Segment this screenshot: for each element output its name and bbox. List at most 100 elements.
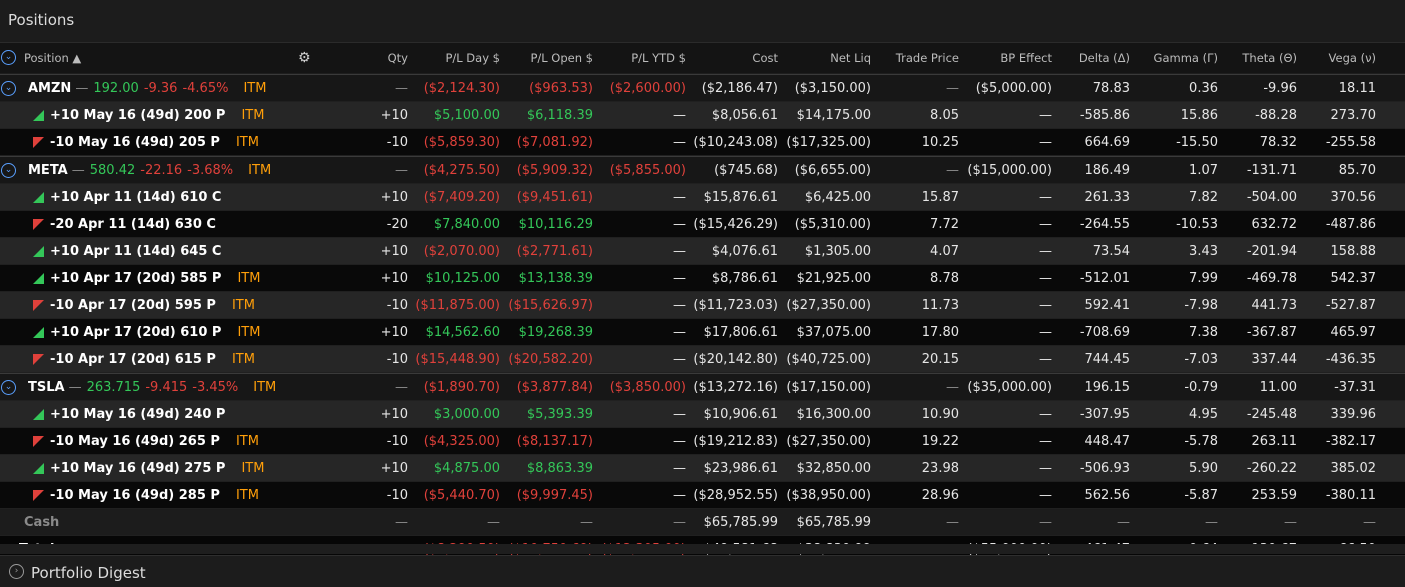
green-triangle-icon	[33, 192, 44, 203]
cell-vega: -382.17	[1325, 433, 1376, 449]
cell-vega: -527.87	[1325, 297, 1376, 313]
itm-badge: ITM	[231, 297, 255, 313]
cell-bp-effect: —	[1039, 460, 1052, 476]
collapse-group-icon[interactable]: ⌄	[1, 163, 16, 178]
cell-qty: -10	[386, 487, 408, 503]
cell-vega: 85.70	[1338, 162, 1376, 178]
col-qty[interactable]: Qty	[387, 51, 408, 65]
cell-gamma: -0.79	[1184, 379, 1218, 395]
cell-delta: 664.69	[1084, 134, 1131, 150]
group-price: 263.715	[86, 379, 141, 395]
cell-vega: 465.97	[1330, 324, 1377, 340]
col-delta[interactable]: Delta (Δ)	[1078, 51, 1130, 65]
cell-bp-effect: —	[1039, 216, 1052, 232]
cell-pl-day: ($5,440.70)	[423, 487, 500, 503]
cash-row[interactable]: Cash — — — — $65,785.99 $65,785.99 — — — — — —	[0, 509, 1405, 536]
group-row-meta[interactable]: ⌄ META —580.42 -22.16 -3.68% ITM — ($4,275.50)(…	[0, 156, 1405, 184]
cell-pl-day: ($15,448.90)	[415, 351, 500, 367]
leg-row[interactable]: -20 Apr 11 (14d) 630 C -20 $7,840.00 $10,11…	[0, 211, 1405, 238]
group-row-amzn[interactable]: ⌄ AMZN —192.00 -9.36 -4.65% ITM — ($2,124.30) ($…	[0, 74, 1405, 102]
cell-vega: -436.35	[1325, 351, 1376, 367]
col-pl-ytd[interactable]: P/L YTD $	[631, 51, 686, 65]
gear-icon[interactable]: ⚙	[298, 50, 311, 66]
collapse-all-icon[interactable]: ⌄	[1, 50, 16, 65]
cell-net-liq: ($27,350.00)	[786, 433, 871, 449]
red-triangle-icon	[33, 300, 44, 311]
group-separator: —	[71, 162, 85, 178]
cell-net-liq: ($40,725.00)	[786, 351, 871, 367]
itm-badge: ITM	[237, 324, 261, 340]
leg-description: +10 Apr 11 (14d) 645 C	[50, 243, 222, 259]
cell-cost: ($11,723.03)	[693, 297, 778, 313]
col-vega[interactable]: Vega (ν)	[1328, 51, 1376, 65]
cell-trade-price: —	[946, 80, 959, 96]
leg-row[interactable]: +10 Apr 11 (14d) 645 C +10 ($2,070.00) ($2,…	[0, 238, 1405, 265]
cell-vega: -37.31	[1334, 379, 1376, 395]
cell-cost: ($10,243.08)	[693, 134, 778, 150]
leg-label: -10 May 16 (49d) 285 P ITM	[50, 482, 259, 508]
cell-delta: —	[1117, 514, 1130, 530]
cell-bp-effect: ($5,000.00)	[975, 80, 1052, 96]
col-net-liq[interactable]: Net Liq	[830, 51, 871, 65]
cell-qty: +10	[380, 406, 408, 422]
leg-row[interactable]: -10 May 16 (49d) 265 P ITM -10 ($4,325.00) (…	[0, 428, 1405, 455]
cell-gamma: 0.36	[1189, 80, 1218, 96]
cell-trade-price: 19.22	[921, 433, 959, 449]
cell-vega: 18.11	[1338, 80, 1376, 96]
cell-qty: —	[395, 162, 408, 178]
green-triangle-icon	[33, 463, 44, 474]
col-position[interactable]: Position ▲	[24, 51, 82, 65]
cell-net-liq: ($17,150.00)	[786, 379, 871, 395]
leg-row[interactable]: +10 May 16 (49d) 275 P ITM +10 $4,875.00 $8,…	[0, 455, 1405, 482]
leg-row[interactable]: +10 Apr 11 (14d) 610 C +10 ($7,409.20) ($9,…	[0, 184, 1405, 211]
red-triangle-icon	[33, 490, 44, 501]
col-theta[interactable]: Theta (Θ)	[1242, 51, 1297, 65]
col-gamma[interactable]: Gamma (Γ)	[1153, 51, 1218, 65]
cell-trade-price: 7.72	[930, 216, 959, 232]
leg-description: -10 Apr 17 (20d) 595 P	[50, 297, 216, 313]
col-cost[interactable]: Cost	[752, 51, 778, 65]
cell-gamma: 4.95	[1189, 406, 1218, 422]
cell-delta: 562.56	[1084, 487, 1131, 503]
col-bp-effect[interactable]: BP Effect	[1000, 51, 1052, 65]
cell-net-liq: ($27,350.00)	[786, 297, 871, 313]
collapse-group-icon[interactable]: ⌄	[1, 81, 16, 96]
leg-row[interactable]: +10 Apr 17 (20d) 610 P ITM +10 $14,562.60 $1…	[0, 319, 1405, 346]
cell-gamma: -7.98	[1184, 297, 1218, 313]
cell-pl-ytd: —	[673, 297, 686, 313]
cell-vega: —	[1363, 514, 1376, 530]
cell-pl-ytd: —	[673, 324, 686, 340]
cell-vega: 385.02	[1330, 460, 1377, 476]
group-row-tsla[interactable]: ⌄ TSLA —263.715 -9.415 -3.45% ITM — ($1,890.70)…	[0, 373, 1405, 401]
leg-description: +10 Apr 11 (14d) 610 C	[50, 189, 222, 205]
cell-pl-ytd: —	[673, 487, 686, 503]
expand-icon[interactable]: ›	[9, 564, 24, 579]
portfolio-digest-section[interactable]: › Portfolio Digest	[0, 555, 1405, 587]
cell-qty: -10	[386, 297, 408, 313]
leg-row[interactable]: +10 May 16 (49d) 200 P ITM +10 $5,100.00 $6,…	[0, 102, 1405, 129]
cell-pl-day: $10,125.00	[425, 270, 500, 286]
leg-row[interactable]: -10 Apr 17 (20d) 595 P ITM -10 ($11,875.00)…	[0, 292, 1405, 319]
col-pl-day[interactable]: P/L Day $	[445, 51, 500, 65]
cell-net-liq: ($38,950.00)	[786, 487, 871, 503]
leg-row[interactable]: -10 May 16 (49d) 205 P ITM -10 ($5,859.30) (…	[0, 129, 1405, 156]
cell-pl-ytd: —	[673, 433, 686, 449]
cell-trade-price: 8.78	[930, 270, 959, 286]
collapse-group-icon[interactable]: ⌄	[1, 380, 16, 395]
col-pl-open[interactable]: P/L Open $	[530, 51, 593, 65]
leg-row[interactable]: +10 Apr 17 (20d) 585 P ITM +10 $10,125.00 $1…	[0, 265, 1405, 292]
cell-pl-ytd: —	[673, 270, 686, 286]
col-trade-price[interactable]: Trade Price	[895, 51, 959, 65]
cell-pl-open: ($2,771.61)	[516, 243, 593, 259]
leg-row[interactable]: +10 May 16 (49d) 240 P +10 $3,000.00 $5,393…	[0, 401, 1405, 428]
itm-badge: ITM	[231, 351, 255, 367]
column-header-row: ⌄ Position ▲ ⚙ Qty P/L Day $ P/L Open $ …	[0, 43, 1405, 73]
cell-cost: $65,785.99	[703, 514, 778, 530]
cell-pl-open: ($8,137.17)	[516, 433, 593, 449]
cell-delta: -708.69	[1079, 324, 1130, 340]
cell-qty: -10	[386, 351, 408, 367]
cell-pl-open: $8,863.39	[526, 460, 593, 476]
itm-badge: ITM	[253, 379, 277, 395]
leg-row[interactable]: -10 Apr 17 (20d) 615 P ITM -10 ($15,448.90)…	[0, 346, 1405, 373]
leg-row[interactable]: -10 May 16 (49d) 285 P ITM -10 ($5,440.70) (…	[0, 482, 1405, 509]
